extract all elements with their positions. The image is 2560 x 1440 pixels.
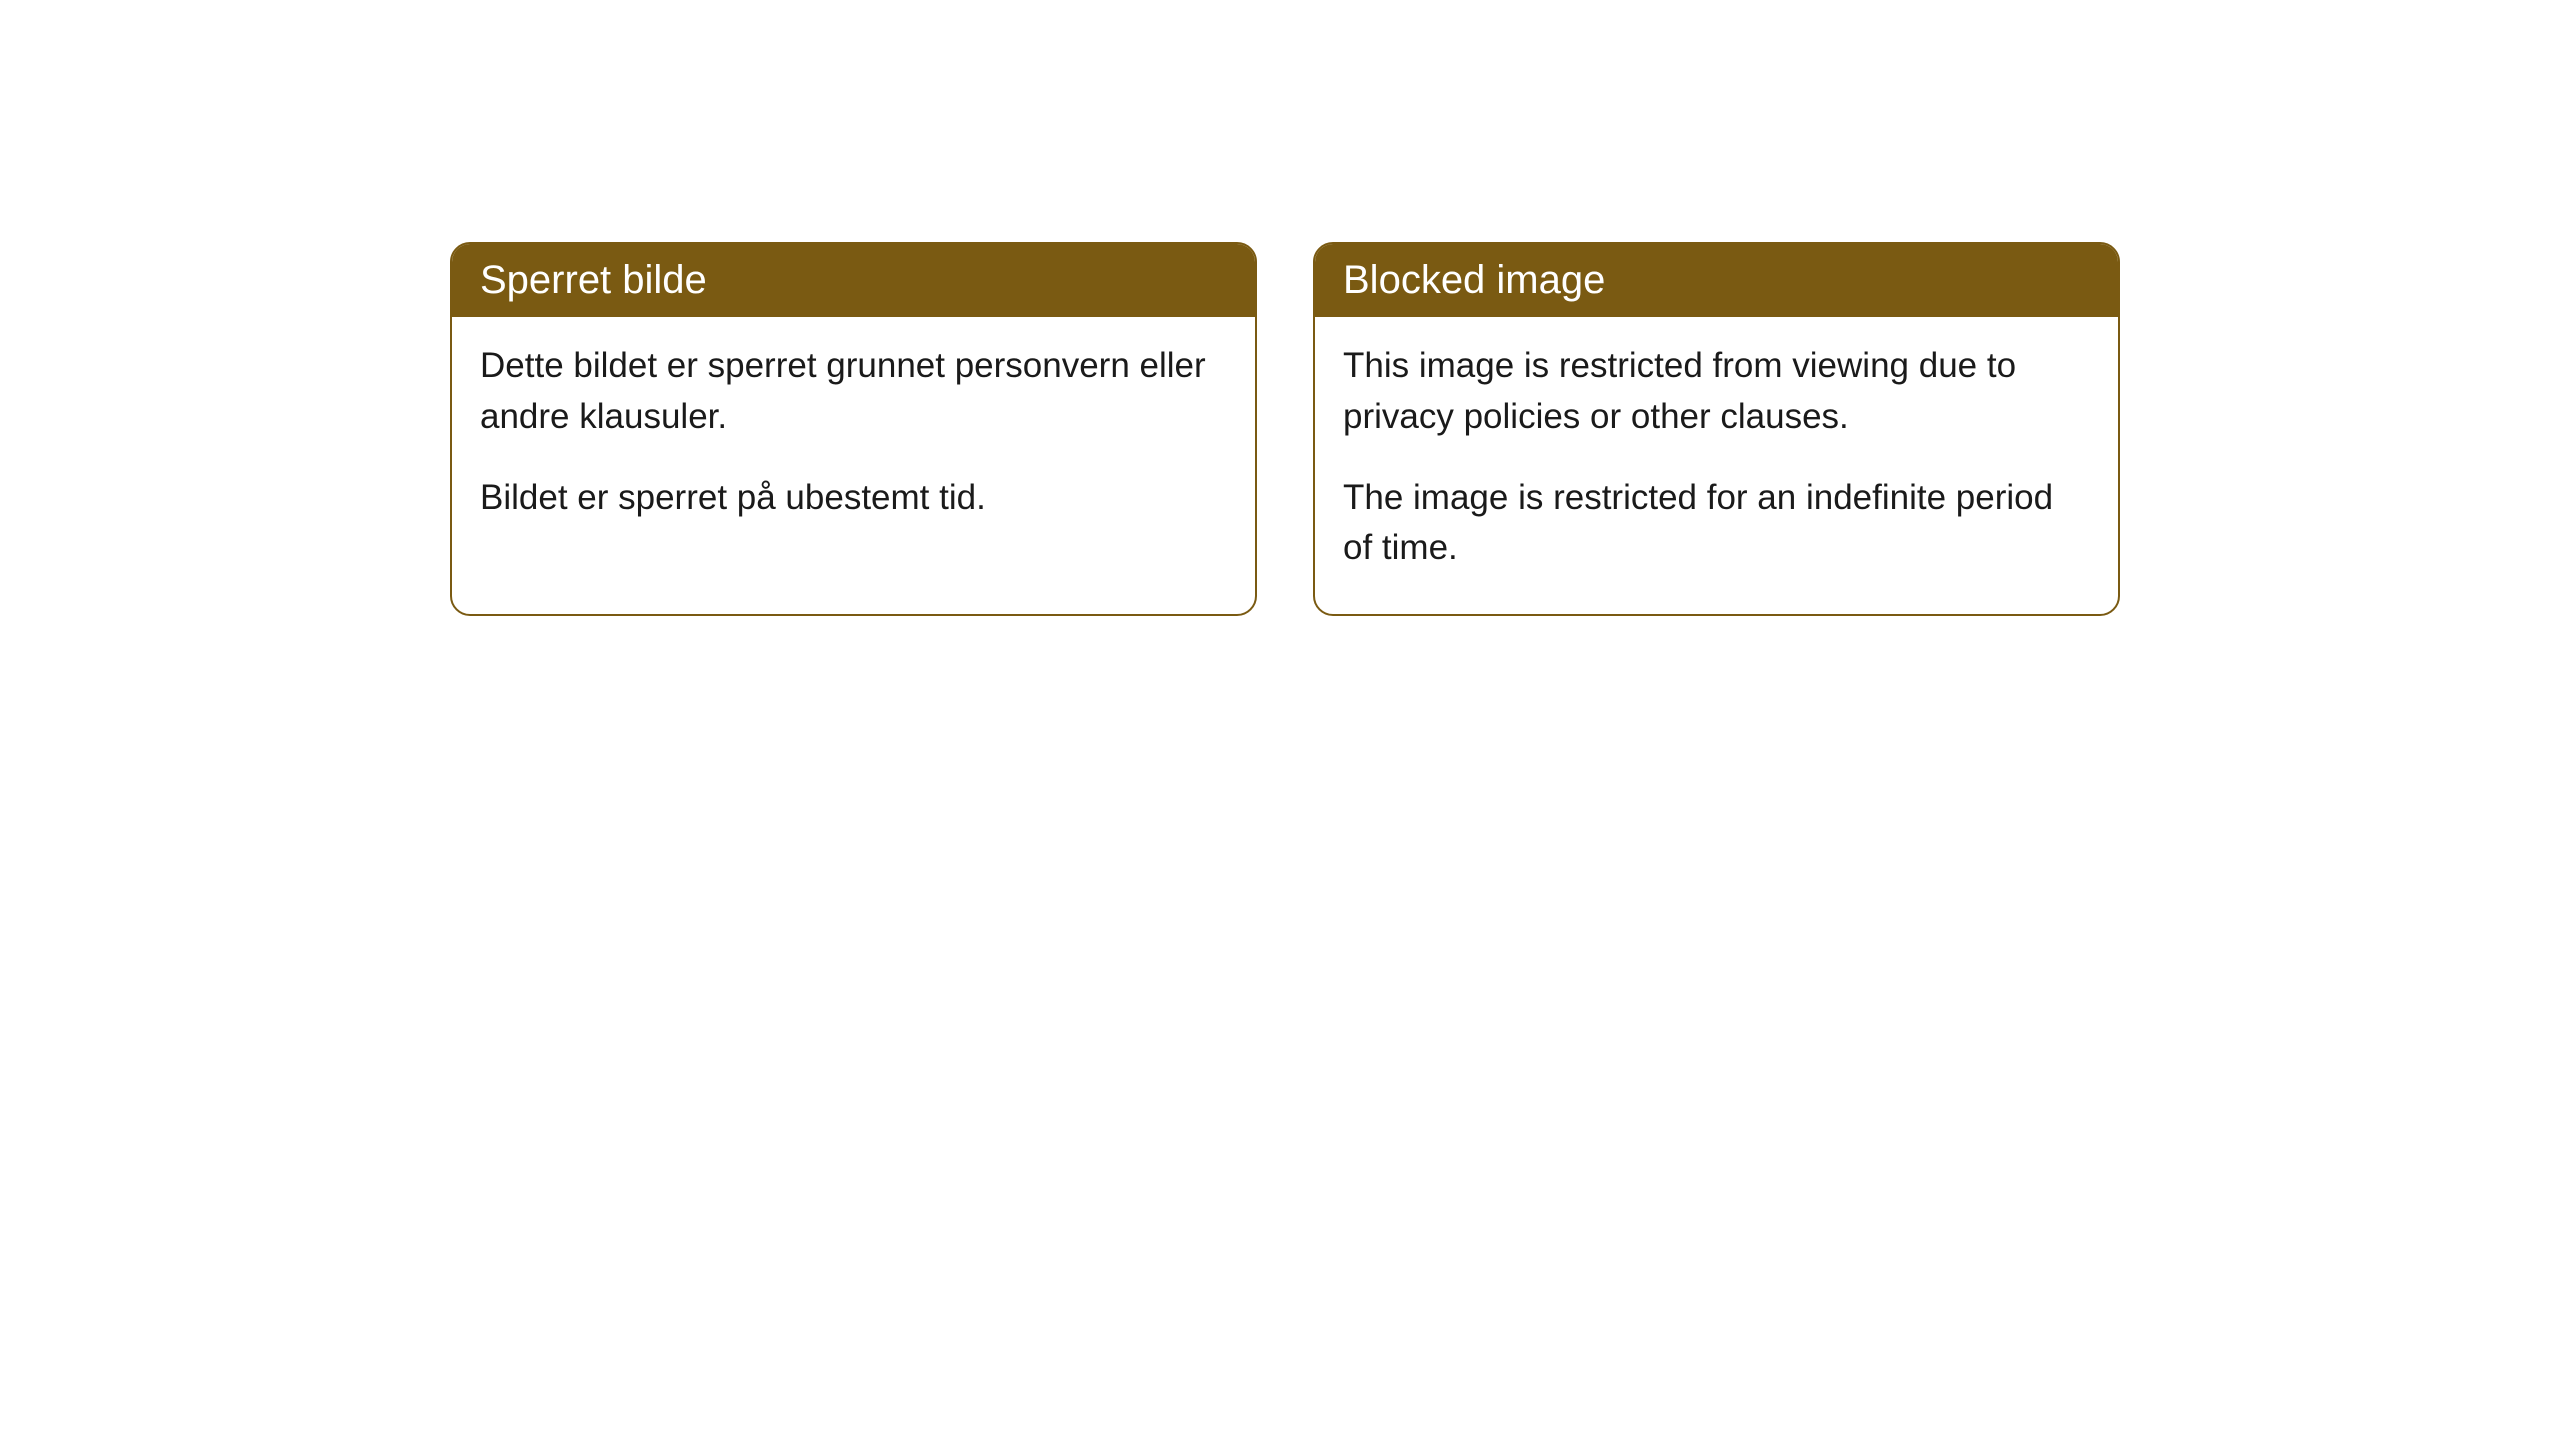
cards-container: Sperret bilde Dette bildet er sperret gr…: [450, 242, 2120, 616]
card-header-norwegian: Sperret bilde: [452, 244, 1255, 317]
card-paragraph2-norwegian: Bildet er sperret på ubestemt tid.: [480, 473, 1227, 524]
card-title-english: Blocked image: [1343, 258, 1605, 302]
card-title-norwegian: Sperret bilde: [480, 258, 707, 302]
card-paragraph1-norwegian: Dette bildet er sperret grunnet personve…: [480, 341, 1227, 443]
card-paragraph2-english: The image is restricted for an indefinit…: [1343, 473, 2090, 575]
card-paragraph1-english: This image is restricted from viewing du…: [1343, 341, 2090, 443]
card-body-norwegian: Dette bildet er sperret grunnet personve…: [452, 317, 1255, 563]
card-norwegian: Sperret bilde Dette bildet er sperret gr…: [450, 242, 1257, 616]
card-body-english: This image is restricted from viewing du…: [1315, 317, 2118, 614]
card-english: Blocked image This image is restricted f…: [1313, 242, 2120, 616]
card-header-english: Blocked image: [1315, 244, 2118, 317]
